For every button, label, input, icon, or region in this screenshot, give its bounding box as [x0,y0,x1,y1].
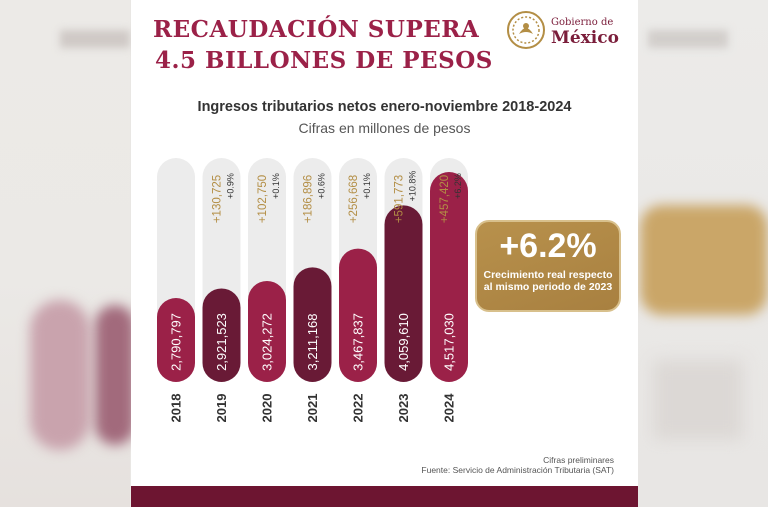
increase-label-2020: +102,750 [257,175,269,223]
value-label-2020: 3,024,272 [260,313,275,371]
bar-2019 [202,288,241,382]
growth-label-2020: +0.1% [271,173,281,199]
growth-label-2023: +10.8% [408,171,418,202]
bar-2018 [157,298,195,382]
background-blur-left [0,0,135,507]
value-label-2023: 4,059,610 [396,313,411,371]
value-label-2024: 4,517,030 [442,313,457,371]
footnote-line1: Cifras preliminares [543,455,614,465]
increase-label-2021: +186,896 [303,175,315,223]
background-blur-right [638,0,768,507]
increase-label-2022: +256,668 [348,175,360,223]
growth-label-2019: +0.9% [226,173,236,199]
headline-line2: 4.5 BILLONES DE PESOS [155,47,493,74]
chart-title: Ingresos tributarios netos enero-noviemb… [197,99,572,115]
bar-2023 [384,205,423,382]
coat-of-arms-icon [507,11,545,49]
logo-big-text: México [551,28,619,48]
bar-2021 [293,267,332,382]
year-label-2022: 2022 [351,394,366,423]
logo-small-text: Gobierno de [551,17,614,28]
bar-2024 [430,172,468,382]
increase-label-2019: +130,725 [212,175,224,223]
growth-label-2024: +6.2% [453,173,463,199]
chart-subtitle: Cifras en millones de pesos [298,120,471,136]
footnote: Cifras preliminares Fuente: Servicio de … [421,455,614,475]
callout-value: +6.2% [499,227,597,265]
bar-chart: 2,790,797 2018 2,921,523 +130,725 +0.9% 2019 3… [157,158,468,423]
year-label-2018: 2018 [169,394,184,423]
year-label-2021: 2021 [305,394,320,423]
year-label-2023: 2023 [396,394,411,423]
value-label-2022: 3,467,837 [351,313,366,371]
bottom-band [131,486,638,507]
increase-label-2024: +457,420 [439,175,451,223]
value-label-2018: 2,790,797 [169,313,184,371]
headline-line1: RECAUDACIÓN SUPERA [153,16,480,43]
bar-2020 [248,280,286,382]
year-label-2020: 2020 [260,394,275,423]
value-label-2021: 3,211,168 [305,314,320,371]
footnote-line2: Fuente: Servicio de Administración Tribu… [421,465,614,475]
callout-line1: Crecimiento real respecto [483,269,613,281]
growth-label-2021: +0.6% [317,173,327,199]
growth-label-2022: +0.1% [362,173,372,199]
callout-line2: al mismo periodo de 2023 [483,281,613,293]
year-label-2019: 2019 [214,394,229,423]
bar-2022 [339,248,377,382]
value-label-2019: 2,921,523 [214,313,229,371]
gobierno-de-mexico-logo: Gobierno de México [551,17,619,47]
headline: RECAUDACIÓN SUPERA 4.5 BILLONES DE PESOS [153,14,493,76]
growth-callout: +6.2% Crecimiento real respecto al mismo… [475,220,621,312]
infographic-card: RECAUDACIÓN SUPERA 4.5 BILLONES DE PESOS… [131,0,638,507]
increase-label-2023: +591,773 [394,175,406,223]
year-label-2024: 2024 [442,393,457,423]
